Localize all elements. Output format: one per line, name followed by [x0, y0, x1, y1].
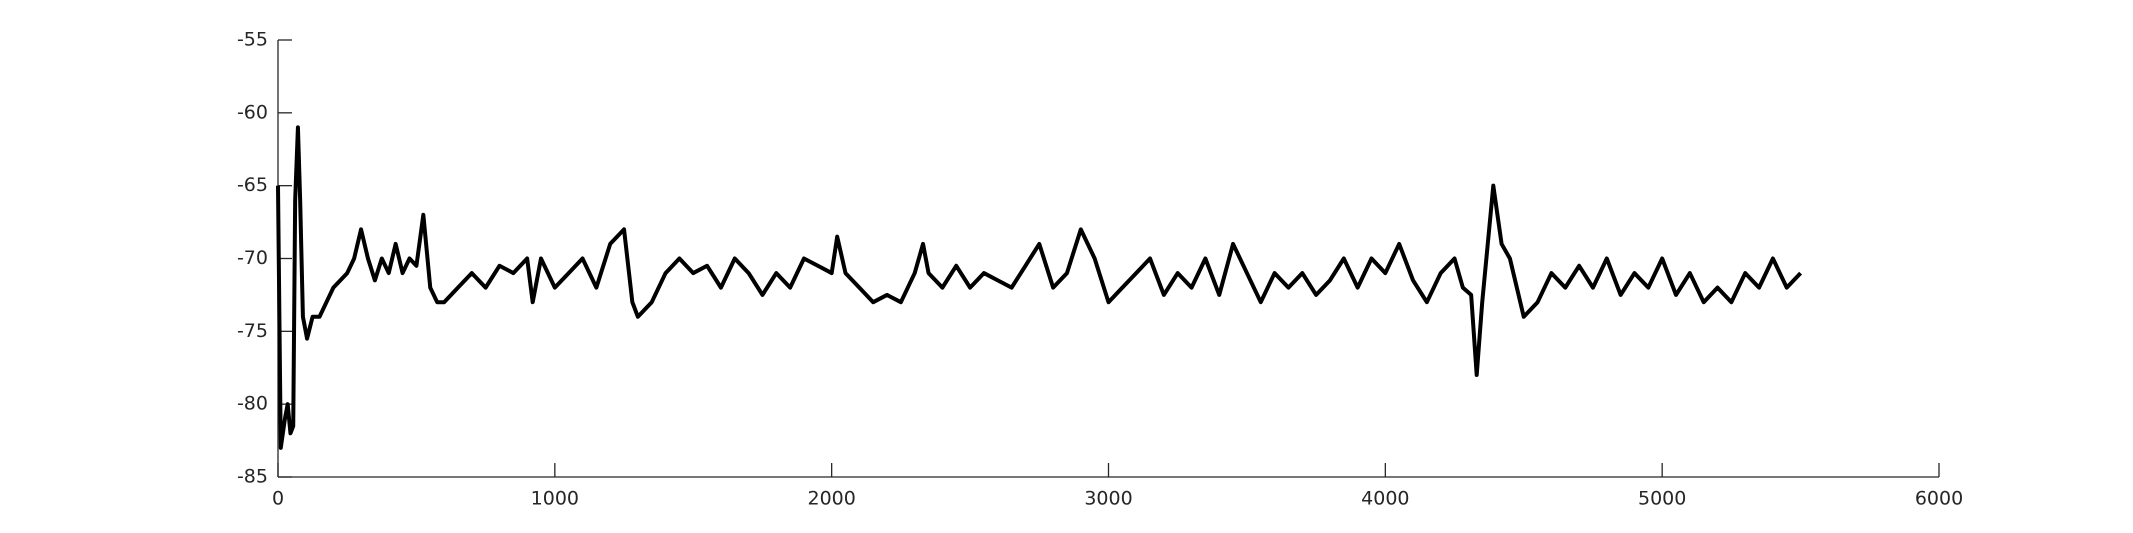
x-tick-label: 0: [272, 488, 284, 510]
y-tick-label: -80: [237, 393, 268, 415]
line-series: [276, 125, 1803, 450]
y-tick-label: -60: [237, 101, 268, 123]
y-tick-label: -85: [237, 466, 268, 488]
y-tick-label: -55: [237, 29, 268, 51]
x-tick-label: 3000: [1084, 488, 1132, 510]
x-tick-label: 1000: [531, 488, 579, 510]
x-tick-label: 6000: [1915, 488, 1963, 510]
x-tick-label: 4000: [1361, 488, 1409, 510]
y-tick-label: -65: [237, 174, 268, 196]
x-tick-label: 5000: [1638, 488, 1686, 510]
y-tick-label: -70: [237, 247, 268, 269]
x-tick-label: 2000: [807, 488, 855, 510]
y-tick-label: -75: [237, 320, 268, 342]
